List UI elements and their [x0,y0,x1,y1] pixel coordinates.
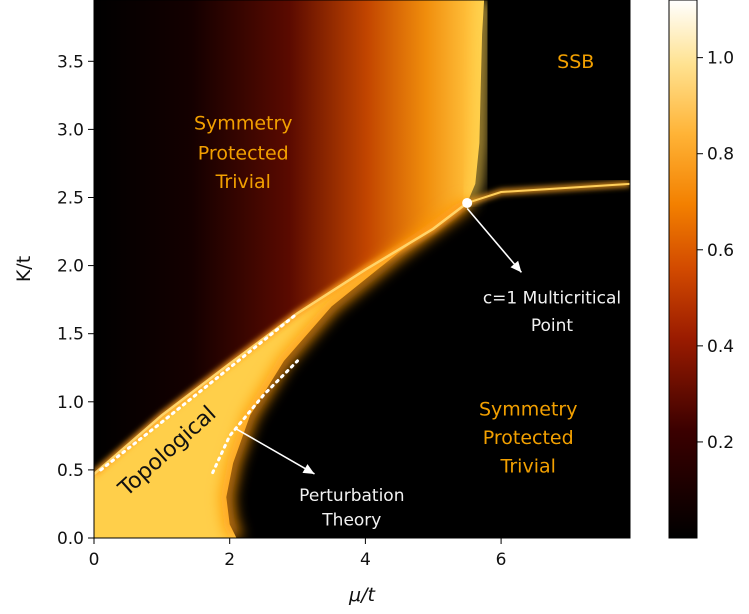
x-tick-label: 0 [89,550,100,570]
annotation-label: Trivial [500,456,556,478]
annotation-label: Point [531,316,574,336]
x-tick-label: 6 [496,550,507,570]
annotation-label: Perturbation [299,486,404,506]
y-tick-label: 3.5 [57,52,84,72]
annotation-label: SSB [557,51,594,73]
colorbar-tick-label: 0.6 [707,241,734,261]
y-tick-label: 1.0 [57,393,84,413]
annotations: Symmetry Protected Trivial SSB c=1 Multicrit… [113,51,621,531]
annotation-label: Protected [483,427,574,449]
colorbar-tick-label: 0.8 [707,145,734,165]
colorbar-ticks: 0.2 0.4 0.6 0.8 1.0 [697,49,734,453]
y-axis-ticks: 0.0 0.5 1.0 1.5 2.0 2.5 3.0 3.5 [57,52,94,549]
y-tick-label: 0.5 [57,461,84,481]
upper-spt-edge-glow [462,0,490,205]
multicritical-arrow-head [510,260,522,273]
multicritical-arrow [466,207,523,273]
colorbar-tick-label: 0.4 [707,337,734,357]
y-tick-label: 0.0 [57,529,84,549]
x-axis-ticks: 0 2 4 6 [89,538,507,570]
topological-edge-glow [220,198,471,538]
x-tick-label: 2 [224,550,235,570]
annotation-label: Theory [321,511,381,531]
perturbation-arrow [236,428,315,475]
annotation-label: Protected [198,142,289,164]
colorbar-tick-label: 0.2 [707,433,734,453]
plot-frame [93,0,631,539]
phase-boundary-core [94,201,468,475]
perturbation-line-upper [99,311,299,472]
perturbation-arrow-head [302,464,315,474]
colorbar [668,0,698,539]
ssb-lower-boundary-core [466,182,630,204]
annotation-label: c=1 Multicritical [483,289,621,309]
colorbar-tick-label: 1.0 [707,49,734,69]
annotation-label: Symmetry [479,398,578,420]
y-axis-label: K/t [13,256,35,282]
x-tick-label: 4 [360,550,371,570]
upper-spt-gradient-region [94,0,485,474]
multicritical-point-marker [462,197,473,208]
y-tick-label: 1.5 [57,325,84,345]
y-tick-label: 3.0 [57,120,84,140]
topological-region [94,202,468,538]
heatmap-plot [94,0,630,538]
annotation-label: Symmetry [194,112,293,134]
annotation-label: Trivial [215,171,271,193]
y-tick-label: 2.5 [57,188,84,208]
x-axis-label: μ/t [348,584,376,606]
y-tick-label: 2.0 [57,257,84,277]
perturbation-line-lower [211,359,299,475]
